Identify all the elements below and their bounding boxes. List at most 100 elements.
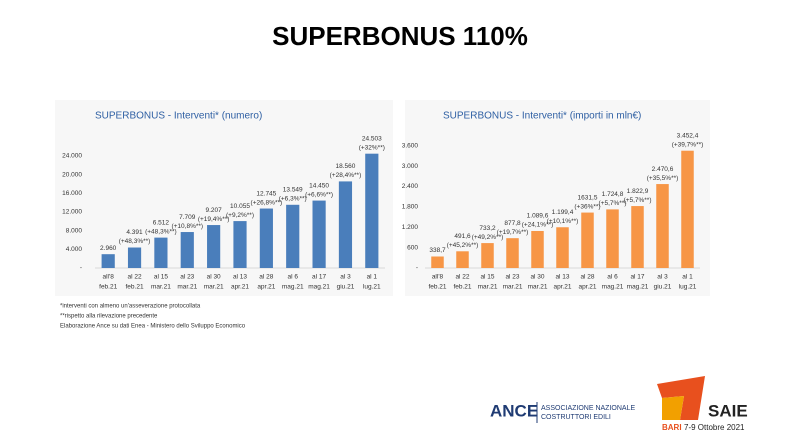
annotation: (+5,7%**) [624,197,652,204]
annotation: (+32%**) [359,144,385,151]
x-tick-label: al 1 [367,274,378,281]
x-tick-label: al 30 [530,274,544,281]
chart-title: SUPERBONUS - Interventi* (numero) [95,111,262,122]
y-tick-label: 24.000 [62,153,82,160]
annotation: (+28,4%**) [330,172,362,179]
annotation: (+10,8%**) [171,223,203,230]
data-label: 338,7 [429,247,446,254]
x-tick-label: feb.21 [428,284,446,291]
data-label: 2.960 [100,245,117,252]
x-tick-label: mag.21 [602,284,624,291]
x-tick-label: feb.21 [453,284,471,291]
y-tick-label: 2.400 [402,183,419,190]
annotation: (+6,6%**) [305,191,333,198]
data-label: 3.452,4 [677,132,699,139]
event-name: SAIE [708,401,748,420]
x-tick-label: mag.21 [282,284,304,291]
data-label: 1.822,9 [627,188,649,195]
x-tick-label: mar.21 [204,284,224,291]
x-tick-label: al 23 [505,274,519,281]
bar [259,208,273,268]
bar [456,251,469,268]
annotation: (+19,7%**) [497,229,529,236]
y-tick-label: 12.000 [62,209,82,216]
bar [431,256,444,268]
chart-title: SUPERBONUS - Interventi* (importi in mln… [443,111,641,122]
y-tick-label: 1.800 [402,204,419,211]
x-tick-label: al 30 [207,274,221,281]
footnote: *interventi con almeno un'asseverazione … [60,304,201,310]
annotation: (+35,5%**) [647,175,679,182]
data-label: 24.503 [362,135,382,142]
y-tick-label: 600 [407,244,418,251]
x-tick-label: all'8 [103,274,115,281]
x-tick-label: lug.21 [679,284,697,291]
annotation: (+36%**) [574,203,600,210]
bar [233,221,247,268]
x-tick-label: feb.21 [126,284,144,291]
annotation: (+48,3%**) [119,238,151,245]
x-tick-label: al 17 [312,274,326,281]
annotation: (+9,2%**) [226,212,254,219]
y-tick-label: 3.000 [402,163,419,170]
bar [656,184,669,268]
annotation: (+5,7%**) [599,200,627,207]
bar [606,209,619,268]
x-tick-label: al 6 [607,274,618,281]
y-tick-label: - [416,265,418,272]
data-label: 9.207 [205,207,222,214]
bar [338,181,353,268]
footnote: **rispetto alla rilevazione precedente [60,314,158,320]
bar [101,254,115,268]
bar [154,237,168,268]
x-tick-label: al 28 [259,274,273,281]
bar [207,225,221,268]
event-dates: 7-9 Ottobre 2021 [684,423,745,432]
bar [506,238,519,268]
slide-title: SUPERBONUS 110% [272,21,528,51]
data-label: 14.450 [309,182,329,189]
x-tick-label: mag.21 [308,284,330,291]
annotation: (+26,8%**) [251,199,283,206]
x-tick-label: all'8 [432,274,444,281]
y-tick-label: 3.600 [402,142,419,149]
bar [531,230,544,268]
bar [180,232,194,268]
x-tick-label: giu.21 [337,284,355,291]
data-label: 733,2 [479,225,496,232]
x-tick-label: al 22 [455,274,469,281]
logo-line: ASSOCIAZIONE NAZIONALE [541,405,635,412]
annotation: (+10,1%**) [547,218,579,225]
x-tick-label: al 3 [340,274,351,281]
y-tick-label: 8.000 [66,227,83,234]
bar [365,153,379,268]
y-tick-label: 20.000 [62,171,82,178]
data-label: 1.724,8 [602,191,624,198]
annotation: (+6,3%**) [279,196,307,203]
data-label: 10.055 [230,203,250,210]
bar [286,204,300,268]
x-tick-label: al 17 [630,274,644,281]
footnote: Elaborazione Ance su dati Enea - Ministe… [60,324,246,330]
x-tick-label: al 13 [233,274,247,281]
bar [127,247,142,268]
y-tick-label: 1.200 [402,224,419,231]
annotation: (+39,7%**) [672,141,704,148]
x-tick-label: mar.21 [528,284,548,291]
annotation: (+49,2%**) [472,234,504,241]
annotation: (+24,1%**) [522,222,554,229]
y-tick-label: - [80,265,82,272]
bar [631,206,644,268]
data-label: 6.512 [153,219,170,226]
event-city: BARI [662,423,682,432]
data-label: 4.391 [126,229,143,236]
x-tick-label: al 3 [657,274,668,281]
saie-shape [657,376,705,420]
x-tick-label: al 15 [480,274,494,281]
x-tick-label: al 23 [180,274,194,281]
annotation: (+19,4%**) [198,216,230,223]
logo-line: COSTRUTTORI EDILI [541,414,611,421]
x-tick-label: al 1 [682,274,693,281]
x-tick-label: al 22 [127,274,141,281]
